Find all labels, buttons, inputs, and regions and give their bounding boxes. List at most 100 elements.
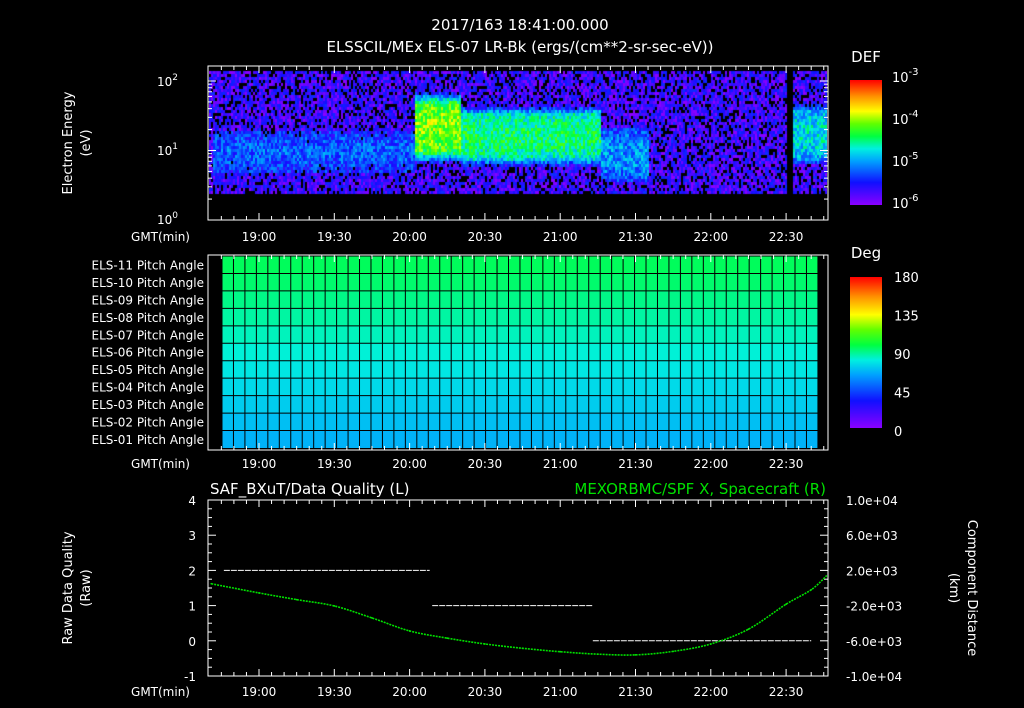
colorbar-tick-label: 10-6: [892, 193, 919, 212]
left-ylabel-line2: (Raw): [79, 569, 94, 607]
spf-x-point: [371, 617, 373, 619]
datetime-title: 2017/163 18:41:00.000: [431, 16, 608, 34]
colorbar-tick-label: 180: [894, 271, 919, 286]
spf-x-point: [672, 650, 675, 653]
y-tick-label: 102: [157, 73, 178, 89]
pitch-row-label: ELS-08 Pitch Angle: [92, 311, 204, 325]
colorbar-tick-label: 135: [894, 310, 919, 325]
x-tick-label: 21:00: [543, 457, 578, 471]
x-tick-label: 19:30: [317, 685, 352, 699]
left-y-tick-label: 2: [188, 564, 196, 578]
spectrogram-title: ELSSCIL/MEx ELS-07 LR-Bk (ergs/(cm**2-sr…: [326, 38, 713, 56]
pitch-row-label: ELS-02 Pitch Angle: [92, 416, 204, 430]
spectrogram-image: [209, 67, 827, 219]
x-tick-label: 22:30: [769, 230, 804, 244]
pitch-row-label: ELS-03 Pitch Angle: [92, 398, 204, 412]
spectrogram-x-axis: 19:00 19:30 20:00 20:30 21:00 21:30 22:00 22:30…: [131, 66, 825, 244]
x-tick-label: 22:00: [694, 230, 729, 244]
colorbar-tick-label: 10-3: [892, 67, 919, 86]
colorbar-tick-label: 0: [894, 425, 902, 440]
spf-x-point: [521, 647, 524, 650]
colorbar-tick-label: 90: [894, 348, 911, 363]
colorbar-tick-label: 10-4: [892, 109, 919, 128]
x-tick-label: 21:30: [618, 685, 653, 699]
x-axis-label: GMT(min): [131, 230, 190, 244]
spf-x-point: [258, 592, 260, 594]
deg-colorbar-label: Deg: [851, 244, 881, 262]
left-y-tick-label: -1: [184, 670, 196, 684]
pitch-row-label: ELS-11 Pitch Angle: [92, 258, 204, 272]
left-y-tick-label: 0: [188, 635, 196, 649]
pitch-row-label: ELS-04 Pitch Angle: [92, 381, 204, 395]
x-tick-label: 20:30: [468, 230, 503, 244]
spectrogram-ylabel: Electron Energy (eV): [61, 91, 94, 194]
x-tick-label: 19:00: [242, 685, 277, 699]
x-tick-label: 21:00: [543, 685, 578, 699]
pitch-row-label: ELS-07 Pitch Angle: [92, 328, 204, 342]
pitch-x-axis: 19:00 19:30 20:00 20:30 21:00 21:30 22:00 22:30…: [131, 255, 825, 471]
left-y-tick-label: 3: [188, 529, 196, 543]
deg-colorbar-ticks: 180 135 90 45 0: [894, 271, 919, 440]
ylabel-line1: Electron Energy: [61, 91, 76, 194]
x-axis-label: GMT(min): [131, 685, 190, 699]
spf-x-point: [408, 630, 411, 632]
line-frame: [207, 499, 829, 677]
spf-x-point: [446, 637, 449, 640]
x-tick-label: 19:30: [317, 230, 352, 244]
x-tick-label: 22:30: [769, 457, 804, 471]
pitch-row-label: ELS-10 Pitch Angle: [92, 276, 204, 290]
left-ylabel-line1: Raw Data Quality: [61, 531, 76, 644]
left-ylabel: Raw Data Quality (Raw): [61, 531, 94, 644]
spf-x-point: [484, 643, 486, 645]
spf-x-point: [709, 643, 712, 645]
right-y-tick-label: -1.0e+04: [846, 670, 902, 684]
colorbar-tick-label: 10-5: [892, 151, 919, 170]
right-ylabel-line2: (km): [946, 573, 961, 603]
pitch-row-label: ELS-01 Pitch Angle: [92, 433, 204, 447]
spf-x-point: [634, 653, 637, 656]
right-y-tick-label: -6.0e+03: [846, 635, 902, 649]
right-y-tick-label: 1.0e+04: [846, 494, 898, 508]
x-axis-label: GMT(min): [131, 457, 190, 471]
spf-x-line: [211, 575, 827, 656]
spectrogram-frame: [207, 65, 829, 221]
y-tick-label: 100: [157, 211, 178, 227]
colorbar-tick-label: 45: [894, 387, 911, 402]
spf-x-point: [785, 603, 787, 606]
spf-x-point: [333, 605, 336, 607]
spf-x-point: [810, 588, 813, 591]
right-ylabel: Component Distance (km): [946, 520, 979, 656]
x-tick-label: 20:30: [468, 457, 503, 471]
pitch-angle-grid: [221, 255, 819, 448]
right-y-tick-label: 2.0e+03: [846, 564, 898, 578]
spf-x-point: [295, 598, 298, 601]
left-y-tick-label: 4: [188, 494, 196, 508]
line-plot: 4 3 2 1 0 -1 1.0e+04 6.0e+03 2.0e+03 -2.0e+03 -6.0…: [184, 494, 902, 684]
position-title: MEXORBMC/SPF X, Spacecraft (R): [574, 480, 826, 498]
x-tick-label: 20:30: [468, 685, 503, 699]
left-y-tick-label: 1: [188, 600, 196, 614]
spf-x-point: [596, 653, 599, 656]
ylabel-line2: (eV): [79, 129, 94, 156]
x-tick-label: 21:30: [618, 457, 653, 471]
x-tick-label: 21:00: [543, 230, 578, 244]
deg-colorbar: [850, 277, 882, 428]
spf-x-point: [210, 582, 213, 585]
x-tick-label: 22:30: [769, 685, 804, 699]
quality-title: SAF_BXuT/Data Quality (L): [210, 480, 410, 499]
x-tick-label: 21:30: [618, 230, 653, 244]
right-ylabel-line1: Component Distance: [964, 520, 979, 656]
x-tick-label: 20:00: [392, 685, 427, 699]
x-tick-label: 19:00: [242, 457, 277, 471]
line-x-axis: 19:00 19:30 20:00 20:30 21:00 21:30 22:00 22:30…: [131, 500, 825, 699]
def-colorbar-label: DEF: [851, 48, 881, 66]
x-tick-label: 22:00: [694, 457, 729, 471]
x-tick-label: 22:00: [694, 685, 729, 699]
pitch-row-label: ELS-06 Pitch Angle: [92, 346, 204, 360]
def-colorbar: [850, 80, 882, 205]
x-tick-label: 20:00: [392, 230, 427, 244]
pitch-row-label: ELS-05 Pitch Angle: [92, 363, 204, 377]
pitch-frame: [207, 254, 829, 451]
right-y-tick-label: 6.0e+03: [846, 529, 898, 543]
spf-x-point: [747, 628, 750, 631]
